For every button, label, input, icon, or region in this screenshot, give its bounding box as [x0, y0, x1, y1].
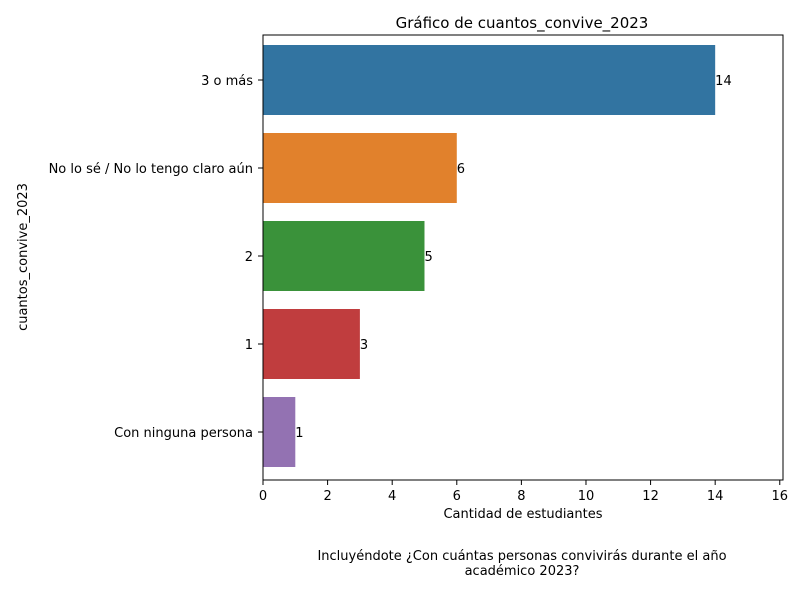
caption-line-1: Incluyéndote ¿Con cuántas personas convi… — [317, 549, 727, 564]
x-axis-ticks: 0 2 4 6 8 10 12 14 16 — [259, 480, 788, 504]
y-tick-label: 1 — [245, 338, 253, 353]
y-tick-label: No lo sé / No lo tengo claro aún — [49, 162, 253, 177]
x-tick-label: 10 — [578, 489, 595, 504]
data-labels-layer: 14 6 5 3 1 — [295, 74, 731, 441]
data-label: 6 — [457, 162, 465, 177]
data-label: 5 — [424, 250, 432, 265]
y-tick-label: Con ninguna persona — [114, 426, 253, 441]
y-axis-label: cuantos_convive_2023 — [16, 183, 31, 331]
y-axis-ticks: 3 o más No lo sé / No lo tengo claro aún 2… — [49, 74, 263, 441]
x-tick-label: 4 — [388, 489, 396, 504]
x-tick-label: 2 — [323, 489, 331, 504]
plot-frame — [262, 34, 784, 481]
bar — [263, 221, 425, 291]
x-tick-label: 16 — [771, 489, 788, 504]
data-label: 14 — [715, 74, 732, 89]
y-tick-label: 3 o más — [201, 74, 253, 89]
x-tick-label: 14 — [707, 489, 724, 504]
x-tick-label: 0 — [259, 489, 267, 504]
bar — [263, 45, 716, 115]
chart-title: Gráfico de cuantos_convive_2023 — [396, 14, 649, 33]
x-tick-label: 6 — [453, 489, 461, 504]
x-axis-label: Cantidad de estudiantes — [443, 507, 602, 522]
bar — [263, 309, 360, 379]
x-tick-label: 8 — [517, 489, 525, 504]
x-tick-label: 12 — [642, 489, 659, 504]
y-tick-label: 2 — [245, 250, 253, 265]
data-label: 3 — [360, 338, 368, 353]
bar — [263, 397, 296, 467]
bars-layer — [263, 45, 716, 467]
bar — [263, 133, 457, 203]
chart-caption: Incluyéndote ¿Con cuántas personas convi… — [262, 549, 782, 579]
data-label: 1 — [295, 426, 303, 441]
caption-line-2: académico 2023? — [464, 564, 580, 579]
